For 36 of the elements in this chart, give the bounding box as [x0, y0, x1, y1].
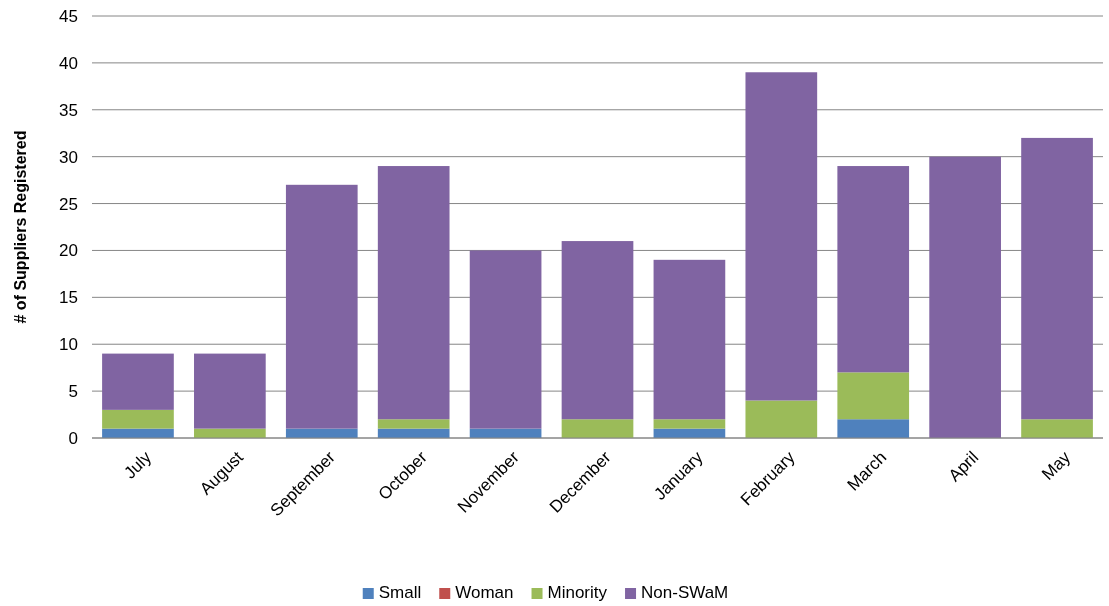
bar [837, 419, 910, 438]
bar [377, 166, 450, 420]
y-tick-label: 40 [59, 53, 78, 73]
legend-label: Woman [455, 583, 514, 602]
bar [1021, 137, 1093, 420]
x-tick-label: May [1038, 447, 1075, 484]
bar [377, 419, 450, 429]
y-tick-label: 5 [68, 382, 78, 402]
bar [561, 241, 634, 420]
y-tick-label: 25 [59, 194, 78, 214]
y-tick-label: 30 [59, 147, 78, 167]
legend-label: Non-SWaM [641, 583, 729, 602]
bar [745, 400, 818, 438]
y-tick-label: 20 [59, 241, 78, 261]
y-tick-label: 0 [68, 428, 78, 448]
bar [561, 419, 634, 438]
bar [469, 250, 542, 429]
y-tick-label: 15 [59, 288, 78, 308]
bar [194, 353, 266, 429]
legend-label: Minority [547, 583, 608, 602]
y-axis-title: # of Suppliers Registered [12, 130, 29, 324]
bar [653, 419, 726, 429]
bar [745, 72, 818, 401]
bar [837, 372, 910, 420]
y-tick-label: 45 [59, 6, 78, 26]
bar [102, 409, 174, 429]
bar [653, 259, 726, 420]
y-tick-label: 35 [59, 100, 78, 120]
bar [285, 184, 358, 429]
bar [102, 353, 174, 410]
x-tick-label: July [120, 447, 156, 483]
bar [837, 166, 910, 373]
bar [929, 156, 1001, 438]
y-tick-label: 10 [59, 335, 78, 355]
bar [1021, 419, 1093, 438]
legend-label: Small [378, 583, 422, 602]
